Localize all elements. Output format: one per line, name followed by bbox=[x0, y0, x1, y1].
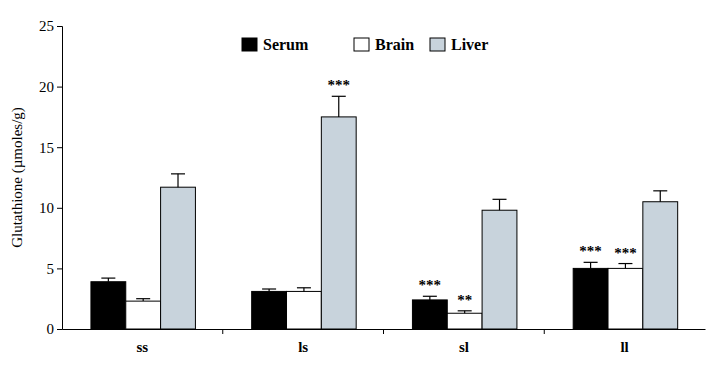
error-cap bbox=[332, 96, 346, 97]
significance-label: *** bbox=[419, 277, 442, 293]
y-tick-label: 25 bbox=[39, 18, 54, 34]
group-divider bbox=[544, 329, 545, 334]
significance-label: ** bbox=[457, 292, 472, 308]
significance-label: *** bbox=[614, 245, 637, 261]
error-bar bbox=[584, 262, 598, 268]
legend-swatch bbox=[354, 38, 369, 51]
bar bbox=[252, 291, 287, 329]
error-stem bbox=[177, 174, 178, 187]
y-tick: 25 bbox=[39, 18, 62, 34]
bar bbox=[643, 202, 678, 329]
x-tick-label: sl bbox=[459, 339, 469, 355]
significance-label: *** bbox=[328, 77, 351, 93]
x-tick-label: ll bbox=[620, 339, 628, 355]
y-axis-line bbox=[57, 27, 63, 330]
y-axis-title: Glutathione (µmoles/g) bbox=[9, 107, 26, 248]
bar bbox=[126, 301, 161, 329]
bar bbox=[412, 300, 447, 329]
error-cap bbox=[584, 262, 598, 263]
error-bar bbox=[297, 288, 311, 292]
legend-label: Liver bbox=[451, 36, 488, 53]
error-cap bbox=[136, 298, 150, 299]
bar bbox=[321, 117, 356, 329]
x-tick: sl bbox=[459, 329, 469, 355]
bar bbox=[573, 268, 608, 329]
error-cap bbox=[423, 296, 437, 297]
marks bbox=[91, 96, 678, 329]
significance-label: *** bbox=[579, 243, 602, 259]
y-tick-label: 5 bbox=[47, 261, 55, 277]
error-bar bbox=[423, 296, 437, 300]
error-cap bbox=[458, 310, 472, 311]
error-bar bbox=[332, 96, 346, 117]
x-tick-label: ss bbox=[137, 339, 149, 355]
bar bbox=[161, 187, 196, 329]
y-tick-mark bbox=[57, 26, 62, 27]
error-cap bbox=[653, 190, 667, 191]
y-tick-label: 10 bbox=[39, 200, 54, 216]
legend-item: Serum bbox=[242, 36, 309, 53]
y-tick: 5 bbox=[47, 261, 63, 277]
bar bbox=[608, 268, 643, 329]
legend-item: Brain bbox=[354, 36, 414, 53]
bar bbox=[482, 210, 517, 329]
legend-item: Liver bbox=[430, 36, 488, 53]
group-divider bbox=[222, 329, 223, 334]
annotations: ************** bbox=[328, 77, 637, 308]
y-tick-label: 15 bbox=[39, 140, 54, 156]
error-bar bbox=[653, 191, 667, 202]
y-tick-mark bbox=[57, 87, 62, 88]
error-stem bbox=[499, 199, 500, 210]
y-tick-mark bbox=[57, 268, 62, 269]
error-stem bbox=[338, 96, 339, 117]
y-tick: 0 bbox=[47, 321, 63, 337]
error-bar bbox=[262, 289, 276, 291]
x-axis: ss ls sl ll bbox=[63, 329, 706, 355]
legend-swatch bbox=[242, 38, 257, 51]
error-stem bbox=[590, 262, 591, 268]
y-tick-mark bbox=[57, 208, 62, 209]
error-cap bbox=[101, 277, 115, 278]
y-tick-label: 0 bbox=[47, 321, 55, 337]
error-stem bbox=[625, 264, 626, 269]
legend-label: Serum bbox=[263, 36, 309, 53]
error-cap bbox=[297, 287, 311, 288]
chart: 0510152025sslsslll**************SerumBra… bbox=[0, 0, 710, 371]
y-tick: 20 bbox=[39, 79, 62, 95]
error-bar bbox=[458, 311, 472, 313]
group-divider bbox=[383, 329, 384, 334]
y-axis: 0 5 10 15 20 25 bbox=[39, 18, 63, 337]
error-bar bbox=[136, 299, 150, 301]
y-tick-label: 20 bbox=[39, 79, 54, 95]
bar bbox=[447, 313, 482, 329]
y-tick: 10 bbox=[39, 200, 62, 216]
bar bbox=[91, 282, 126, 329]
error-bar bbox=[171, 174, 185, 187]
error-bar bbox=[493, 199, 507, 210]
y-tick: 15 bbox=[39, 140, 62, 156]
error-cap bbox=[493, 199, 507, 200]
y-tick-mark bbox=[57, 329, 62, 330]
y-tick-mark bbox=[57, 147, 62, 148]
error-cap bbox=[171, 173, 185, 174]
legend: Serum Brain Liver bbox=[242, 36, 488, 53]
error-bar bbox=[101, 278, 115, 282]
x-tick: ls bbox=[298, 329, 308, 355]
error-cap bbox=[618, 263, 632, 264]
x-tick-label: ls bbox=[298, 339, 308, 355]
legend-swatch bbox=[430, 38, 445, 51]
x-tick: ss bbox=[137, 329, 149, 355]
bar bbox=[287, 291, 322, 329]
legend-label: Brain bbox=[375, 36, 414, 53]
plot: 0510152025sslsslll**************SerumBra… bbox=[39, 18, 706, 354]
error-stem bbox=[660, 191, 661, 202]
error-bar bbox=[618, 264, 632, 269]
error-cap bbox=[262, 288, 276, 289]
x-tick: ll bbox=[620, 329, 628, 355]
